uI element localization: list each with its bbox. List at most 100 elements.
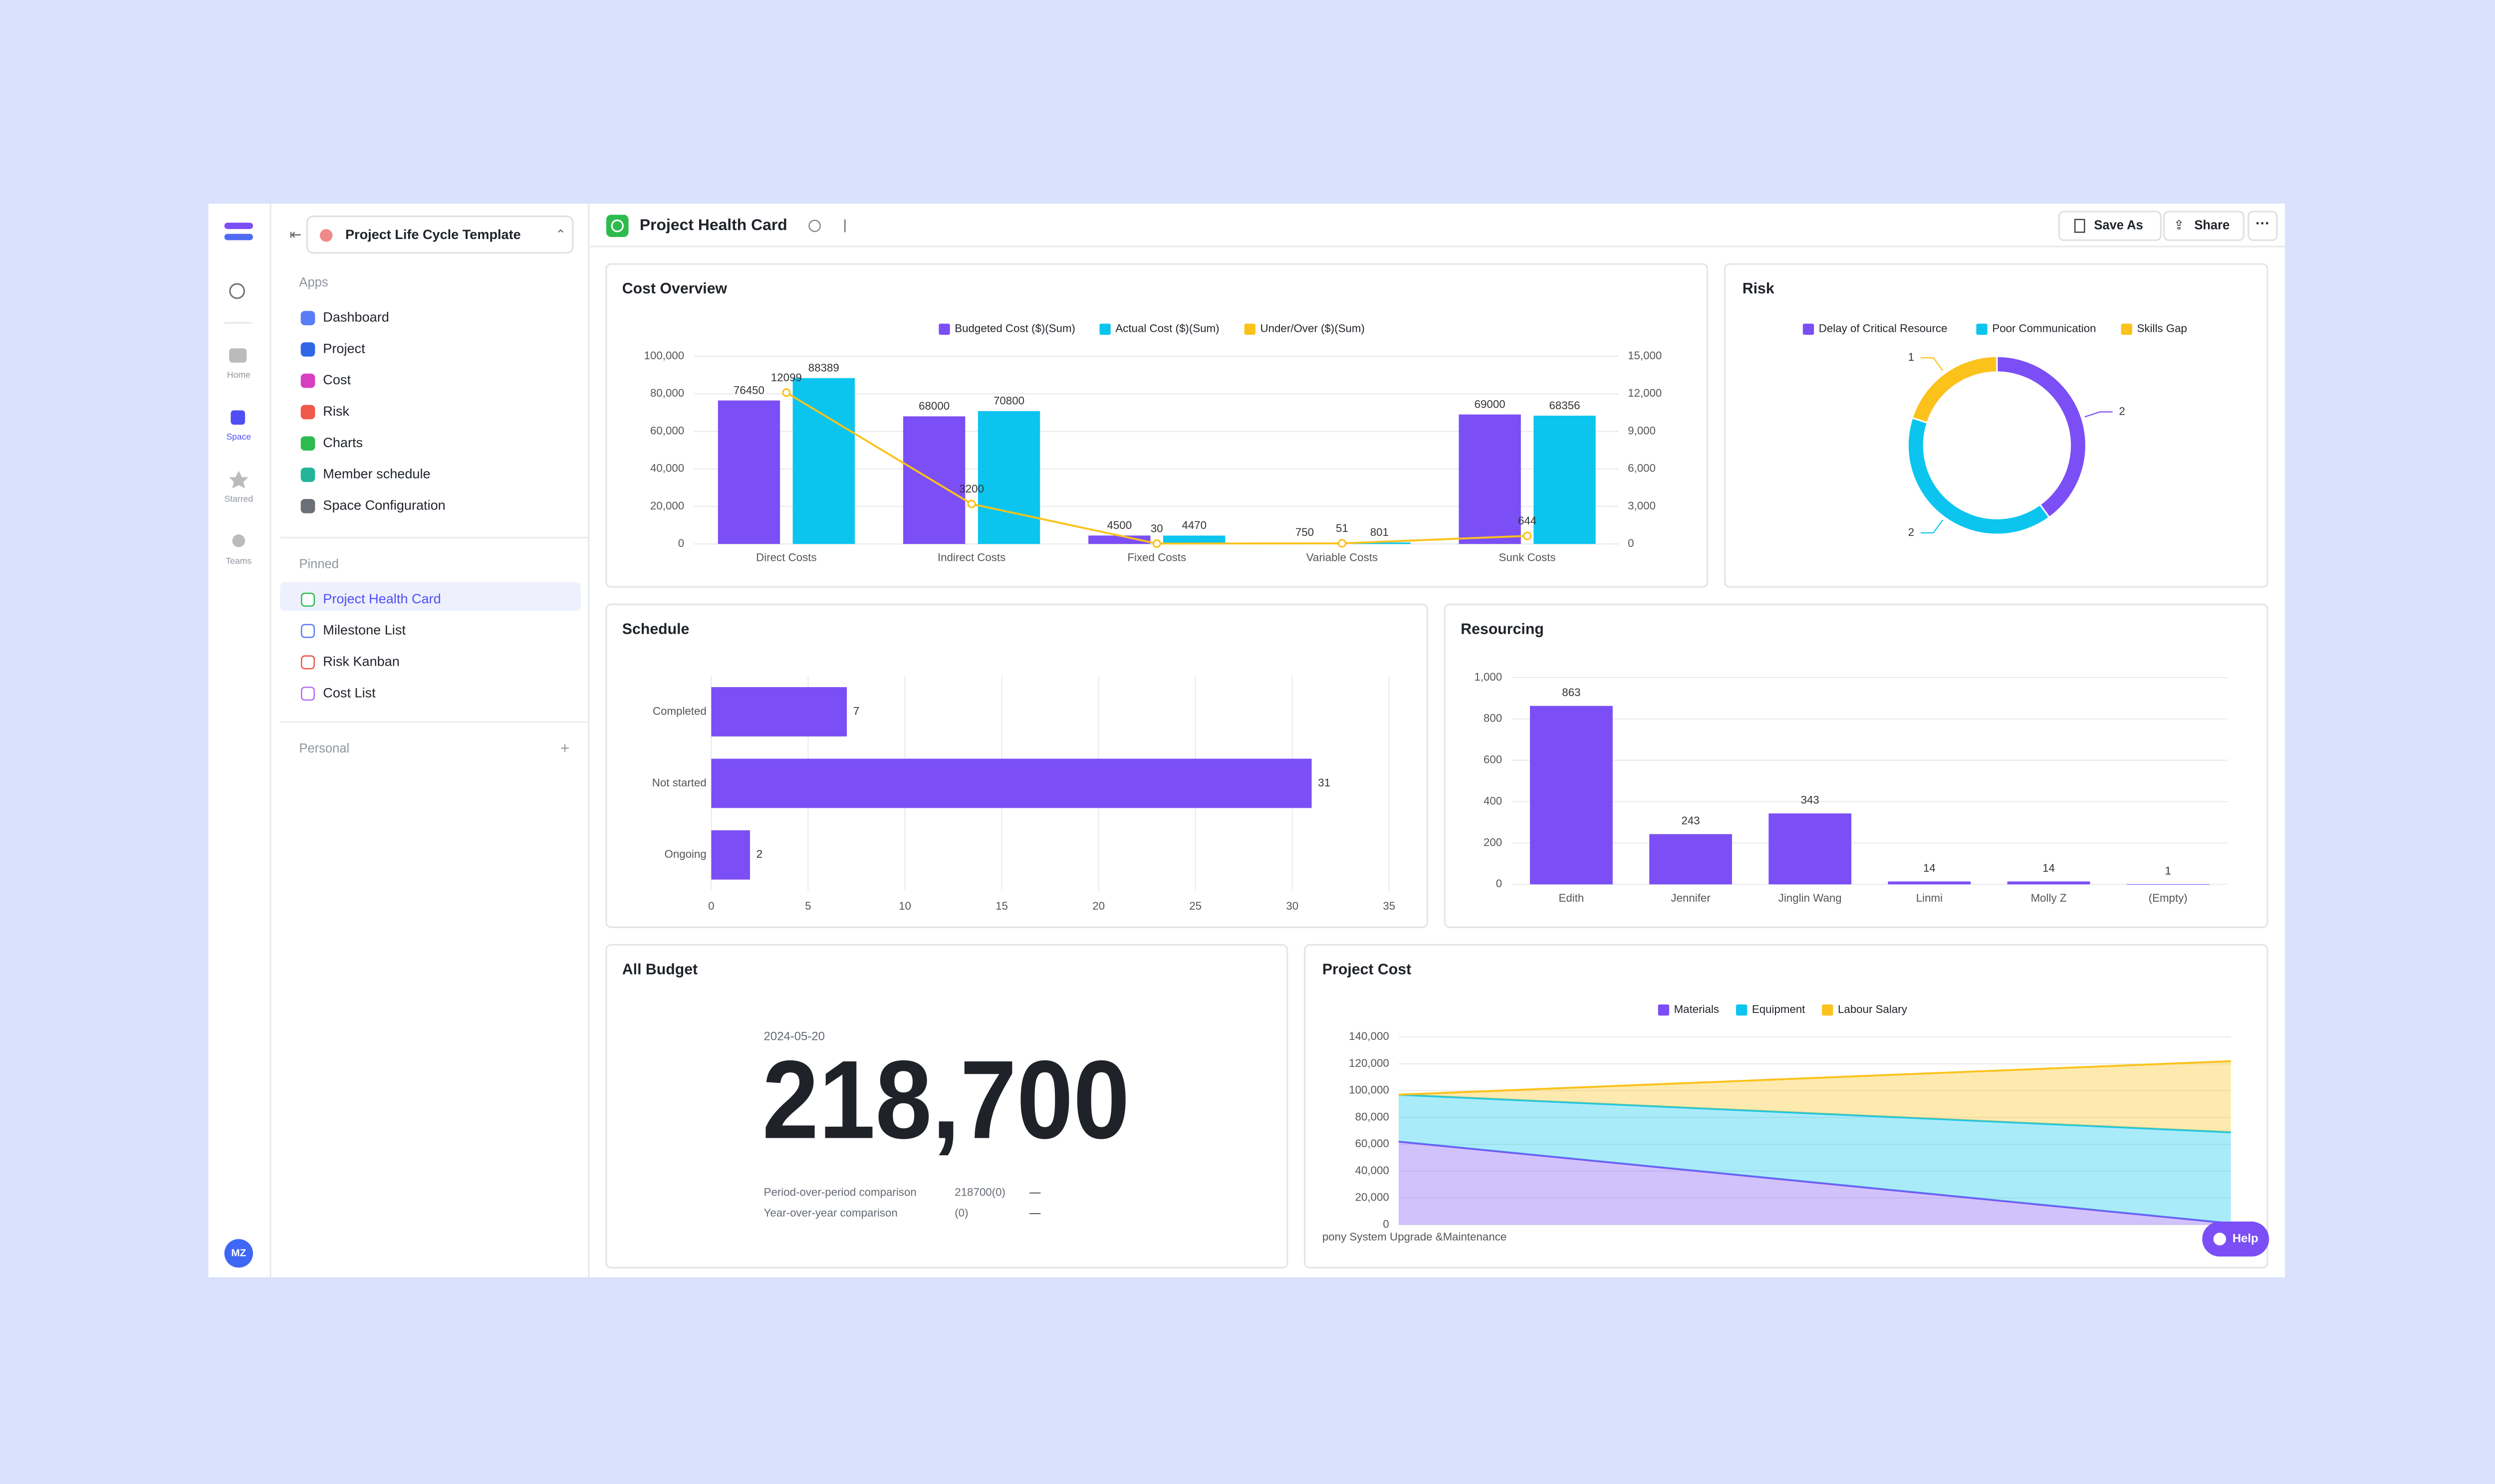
area-line — [1398, 1060, 2231, 1096]
sidebar-item[interactable]: Cost — [323, 372, 351, 387]
bar — [1163, 535, 1226, 544]
teams-icon[interactable] — [232, 534, 246, 547]
bar-label: 4500 — [1107, 519, 1132, 531]
line-point — [967, 499, 976, 508]
rail-label[interactable]: Teams — [226, 556, 252, 566]
bar-label: 68356 — [1549, 399, 1580, 412]
more-button[interactable] — [2247, 211, 2278, 241]
active-item-bg — [280, 582, 581, 611]
x-tick-label: Fixed Costs — [1127, 551, 1186, 564]
legend-label: Delay of Critical Resource — [1819, 322, 1948, 335]
bar-label: 14 — [1923, 862, 1936, 874]
help-button[interactable] — [2202, 1222, 2269, 1257]
legend-label: Skills Gap — [2137, 322, 2187, 335]
rail-label[interactable]: Starred — [225, 494, 253, 504]
bar — [1768, 813, 1852, 885]
save-as-button[interactable] — [2058, 211, 2162, 241]
share-icon: ⇪ — [2174, 218, 2184, 232]
sidebar-item[interactable]: Risk Kanban — [323, 653, 400, 669]
card-title: Risk — [1743, 280, 1774, 297]
rail-labels: Home Space Starred Teams — [225, 370, 253, 566]
y-tick-label: 60,000 — [1355, 1137, 1389, 1150]
y-tick-label: Completed — [653, 705, 707, 717]
area-line — [1398, 1093, 2231, 1133]
app-icon — [300, 436, 315, 451]
bar — [978, 411, 1040, 544]
sidebar-item[interactable]: Member schedule — [323, 466, 430, 482]
sidebar-item[interactable]: Risk — [323, 403, 349, 419]
starred-icon[interactable] — [229, 471, 249, 489]
sidebar-item[interactable]: Project — [323, 340, 365, 356]
sidebar-item[interactable]: Space Configuration — [323, 497, 445, 512]
bar-label: 2 — [756, 848, 762, 860]
y-tick-label: 120,000 — [1349, 1057, 1389, 1069]
add-icon[interactable]: + — [560, 739, 570, 757]
bar-label: 31 — [1318, 776, 1330, 789]
card — [1724, 263, 2268, 588]
y-tick-label: 1,000 — [1474, 671, 1502, 683]
comparison-label: Year-over-year comparison — [764, 1207, 898, 1219]
sidebar-item[interactable]: Project Health Card — [323, 591, 441, 606]
pinned-icon — [300, 687, 315, 701]
leader-line — [2084, 411, 2113, 418]
y-tick-label: 100,000 — [1349, 1084, 1389, 1096]
search-icon[interactable] — [229, 283, 246, 299]
home-icon[interactable] — [229, 348, 247, 363]
bar — [792, 378, 855, 544]
legend-label: Poor Communication — [1992, 322, 2096, 335]
sidebar-item[interactable]: Charts — [323, 435, 363, 450]
bar — [1459, 414, 1521, 544]
legend-swatch — [1976, 323, 1988, 335]
rail-label[interactable]: Home — [227, 370, 250, 380]
x-tick-label: Jennifer — [1671, 892, 1711, 904]
legend-swatch — [1736, 1004, 1747, 1016]
y-tick-label: 40,000 — [650, 462, 684, 475]
avatar[interactable] — [224, 1239, 253, 1268]
bar — [1649, 834, 1732, 885]
sidebar-item[interactable]: Milestone List — [323, 622, 406, 638]
space-icon[interactable] — [231, 410, 246, 425]
share-label: Share — [2194, 218, 2230, 232]
workspace-select[interactable] — [306, 215, 574, 254]
x-tick-label: 20 — [1092, 900, 1105, 912]
section-title: Pinned — [299, 557, 338, 571]
info-icon[interactable] — [808, 220, 821, 233]
bar-label: 863 — [1562, 686, 1580, 699]
y2-tick-label: 9,000 — [1628, 424, 1656, 437]
share-button[interactable] — [2163, 211, 2245, 241]
x-tick-label: Linmi — [1916, 892, 1943, 904]
bar — [903, 416, 966, 544]
section-title: Personal — [299, 742, 349, 755]
help-icon — [2213, 1233, 2227, 1245]
line-point — [1522, 531, 1532, 540]
bar — [2126, 884, 2210, 885]
metric-date: 2024-05-20 — [764, 1030, 825, 1043]
logo[interactable] — [224, 223, 253, 241]
section-title: Apps — [299, 275, 328, 289]
y-tick-label: 600 — [1484, 753, 1502, 766]
card — [1304, 944, 2268, 1269]
sidebar-item[interactable]: Cost List — [323, 685, 376, 700]
bar-label: 88389 — [808, 361, 839, 374]
line-point — [1337, 539, 1347, 548]
charts: 0 20,000 40,000 60,000 80,000 100,000 0 3,000 6,… — [644, 322, 2231, 1243]
comparison-label: Period-over-period comparison — [764, 1186, 917, 1199]
line-point — [1152, 539, 1161, 548]
logo-bar — [224, 234, 253, 241]
line-label: 644 — [1518, 514, 1536, 527]
y-tick-label: Ongoing — [664, 848, 706, 860]
x-tick-label: Jinglin Wang — [1778, 892, 1842, 904]
sidebar-item[interactable]: Dashboard — [323, 309, 389, 325]
line-label: 12099 — [771, 371, 802, 384]
rail-label[interactable]: Space — [226, 432, 251, 442]
x-tick-label: (Empty) — [2149, 892, 2188, 904]
legend-swatch — [1802, 323, 1814, 335]
bar — [1533, 416, 1596, 544]
bar — [1530, 706, 1613, 885]
bar-label: 1 — [2165, 864, 2171, 877]
collapse-icon[interactable]: ⇤ — [289, 227, 301, 243]
y-tick-label: 800 — [1484, 712, 1502, 725]
leader-line — [1920, 519, 1944, 533]
slice-label: 2 — [1908, 526, 1914, 538]
